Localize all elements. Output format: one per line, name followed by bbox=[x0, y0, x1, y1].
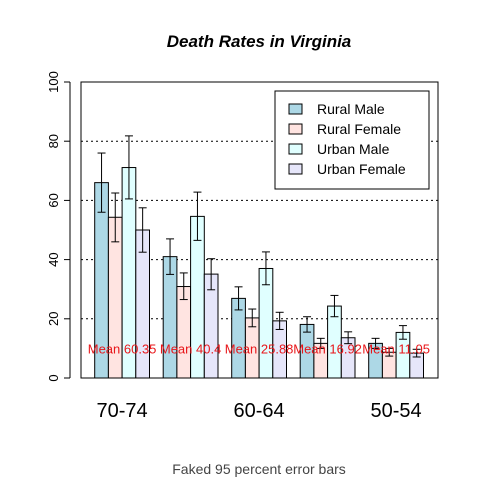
x-axis-labels: 70-74 60-64 50-54 bbox=[97, 400, 422, 422]
legend-label: Urban Male bbox=[317, 141, 390, 157]
mean-label: Mean 60.35 bbox=[88, 341, 157, 356]
plot-frame bbox=[80, 81, 439, 379]
y-axis: 0 20 40 60 80 100 bbox=[46, 71, 71, 382]
legend-label: Rural Male bbox=[317, 101, 385, 117]
error-bars bbox=[97, 135, 421, 358]
legend-swatch bbox=[288, 123, 303, 135]
y-tick-label: 0 bbox=[46, 374, 61, 381]
y-tick-label: 60 bbox=[46, 193, 61, 207]
mean-label: Mean 16.92 bbox=[293, 341, 362, 356]
legend-swatch bbox=[288, 103, 303, 115]
x-tick-label: 60-64 bbox=[234, 400, 285, 422]
legend-swatch bbox=[288, 143, 303, 155]
mean-labels: Mean 60.35 Mean 40.4 Mean 25.88 Mean 16.92 M… bbox=[88, 341, 430, 356]
bars bbox=[94, 167, 424, 379]
bar bbox=[176, 286, 192, 379]
y-tick-label: 80 bbox=[46, 134, 61, 148]
chart-subtitle: Faked 95 percent error bars bbox=[172, 461, 346, 477]
x-tick-label: 50-54 bbox=[371, 400, 422, 422]
chart-title: Death Rates in Virginia bbox=[167, 32, 352, 51]
x-tick-label: 70-74 bbox=[97, 400, 148, 422]
legend: Rural Male Rural Female Urban Male Urban Fe… bbox=[274, 90, 430, 190]
y-tick-label: 40 bbox=[46, 252, 61, 266]
legend-label: Urban Female bbox=[317, 161, 406, 177]
y-tick-label: 20 bbox=[46, 312, 61, 326]
legend-swatch bbox=[288, 163, 303, 175]
y-tick-label: 100 bbox=[46, 71, 61, 93]
legend-label: Rural Female bbox=[317, 121, 401, 137]
mean-label: Mean 25.88 bbox=[225, 341, 294, 356]
mean-label: Mean 11.05 bbox=[362, 341, 430, 356]
mean-label: Mean 40.4 bbox=[160, 341, 221, 356]
